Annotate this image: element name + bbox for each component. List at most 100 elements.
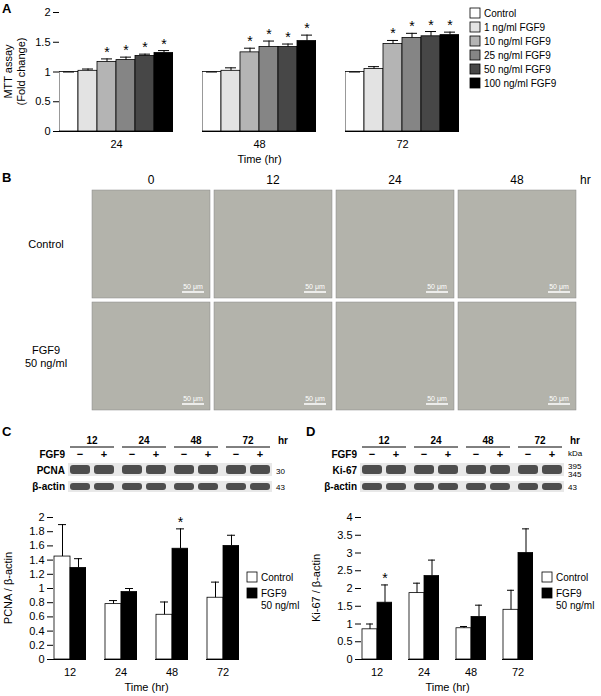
- svg-text:48: 48: [465, 666, 477, 678]
- svg-text:345: 345: [568, 470, 582, 479]
- svg-text:2.5: 2.5: [337, 564, 352, 576]
- svg-text:12: 12: [64, 666, 76, 678]
- svg-text:50 μm: 50 μm: [305, 283, 325, 291]
- svg-text:*: *: [247, 33, 253, 49]
- svg-text:hr: hr: [580, 173, 591, 187]
- svg-text:+: +: [153, 448, 159, 460]
- svg-text:Control: Control: [261, 572, 293, 583]
- svg-text:50 μm: 50 μm: [183, 395, 203, 403]
- svg-text:1.6: 1.6: [29, 539, 44, 551]
- svg-text:+: +: [257, 448, 263, 460]
- svg-text:0: 0: [346, 653, 352, 665]
- svg-text:*: *: [304, 20, 310, 36]
- svg-text:30: 30: [276, 467, 285, 476]
- svg-text:A: A: [2, 1, 12, 16]
- svg-text:72: 72: [512, 666, 524, 678]
- svg-text:24: 24: [418, 666, 430, 678]
- svg-text:0.5: 0.5: [35, 95, 50, 107]
- svg-text:0: 0: [148, 173, 155, 187]
- svg-text:25 ng/ml FGF9: 25 ng/ml FGF9: [484, 50, 551, 61]
- svg-text:48: 48: [510, 173, 524, 187]
- svg-text:hr: hr: [570, 435, 580, 446]
- svg-text:24: 24: [110, 138, 122, 150]
- svg-text:*: *: [104, 44, 110, 60]
- svg-text:2: 2: [44, 6, 50, 18]
- svg-text:395: 395: [568, 462, 582, 471]
- svg-text:*: *: [390, 25, 396, 41]
- svg-text:Time (hr): Time (hr): [237, 153, 281, 165]
- svg-text:β-actin: β-actin: [32, 481, 65, 492]
- svg-text:−: −: [369, 448, 375, 460]
- svg-text:24: 24: [430, 435, 442, 446]
- svg-text:3: 3: [346, 547, 352, 559]
- svg-text:Control: Control: [484, 8, 516, 19]
- svg-text:FGF9: FGF9: [331, 449, 357, 460]
- svg-text:72: 72: [534, 435, 546, 446]
- svg-text:+: +: [497, 448, 503, 460]
- svg-text:72: 72: [217, 666, 229, 678]
- svg-text:Time (hr): Time (hr): [124, 681, 168, 693]
- svg-text:−: −: [181, 448, 187, 460]
- svg-text:50 μm: 50 μm: [183, 283, 203, 291]
- svg-text:*: *: [178, 514, 184, 530]
- svg-text:*: *: [382, 570, 388, 586]
- svg-text:FGF950 ng/ml: FGF950 ng/ml: [25, 344, 67, 369]
- svg-text:+: +: [205, 448, 211, 460]
- svg-text:FGF950 ng/ml: FGF950 ng/ml: [261, 588, 299, 611]
- svg-text:*: *: [266, 26, 272, 42]
- svg-text:0.6: 0.6: [29, 610, 44, 622]
- svg-text:0.8: 0.8: [29, 596, 44, 608]
- svg-text:50 μm: 50 μm: [427, 395, 447, 403]
- svg-text:50 ng/ml FGF9: 50 ng/ml FGF9: [484, 64, 551, 75]
- svg-text:kDa: kDa: [568, 449, 583, 458]
- svg-text:50 μm: 50 μm: [549, 395, 569, 403]
- svg-text:10 ng/ml FGF9: 10 ng/ml FGF9: [484, 36, 551, 47]
- svg-text:Ki-67: Ki-67: [333, 465, 358, 476]
- svg-text:−: −: [129, 448, 135, 460]
- svg-text:0.4: 0.4: [29, 625, 44, 637]
- svg-text:*: *: [161, 36, 167, 52]
- svg-text:12: 12: [371, 666, 383, 678]
- svg-text:MTT assay(Fold change): MTT assay(Fold change): [2, 38, 27, 106]
- svg-text:Control: Control: [556, 572, 588, 583]
- svg-text:1.4: 1.4: [29, 554, 44, 566]
- svg-text:D: D: [306, 424, 315, 439]
- svg-text:FGF950 ng/ml: FGF950 ng/ml: [556, 588, 594, 611]
- svg-text:50 μm: 50 μm: [305, 395, 325, 403]
- svg-text:43: 43: [568, 483, 577, 492]
- svg-text:+: +: [393, 448, 399, 460]
- svg-text:−: −: [233, 448, 239, 460]
- svg-text:+: +: [445, 448, 451, 460]
- svg-text:43: 43: [276, 483, 285, 492]
- svg-text:+: +: [101, 448, 107, 460]
- svg-text:0: 0: [38, 653, 44, 665]
- svg-text:*: *: [142, 39, 148, 55]
- svg-text:72: 72: [396, 138, 408, 150]
- svg-text:C: C: [2, 424, 12, 439]
- svg-text:*: *: [409, 18, 415, 34]
- svg-text:1.5: 1.5: [337, 600, 352, 612]
- svg-text:24: 24: [138, 435, 150, 446]
- svg-text:0.2: 0.2: [29, 639, 44, 651]
- svg-text:4: 4: [346, 511, 352, 523]
- svg-text:1: 1: [346, 618, 352, 630]
- svg-text:24: 24: [388, 173, 402, 187]
- svg-text:2: 2: [38, 511, 44, 523]
- svg-text:48: 48: [166, 666, 178, 678]
- svg-text:100 ng/ml FGF9: 100 ng/ml FGF9: [484, 78, 557, 89]
- svg-text:−: −: [421, 448, 427, 460]
- svg-text:50 μm: 50 μm: [427, 283, 447, 291]
- svg-text:1: 1: [38, 582, 44, 594]
- svg-text:PCNA: PCNA: [37, 465, 65, 476]
- svg-text:3.5: 3.5: [337, 529, 352, 541]
- svg-text:−: −: [525, 448, 531, 460]
- svg-text:1.8: 1.8: [29, 525, 44, 537]
- svg-text:50 μm: 50 μm: [549, 283, 569, 291]
- svg-text:*: *: [428, 17, 434, 33]
- svg-text:12: 12: [266, 173, 280, 187]
- svg-text:0.5: 0.5: [337, 635, 352, 647]
- svg-text:1: 1: [44, 66, 50, 78]
- svg-text:PCNA / β-actin: PCNA / β-actin: [2, 552, 14, 624]
- svg-text:FGF9: FGF9: [39, 449, 65, 460]
- svg-text:Control: Control: [28, 238, 63, 250]
